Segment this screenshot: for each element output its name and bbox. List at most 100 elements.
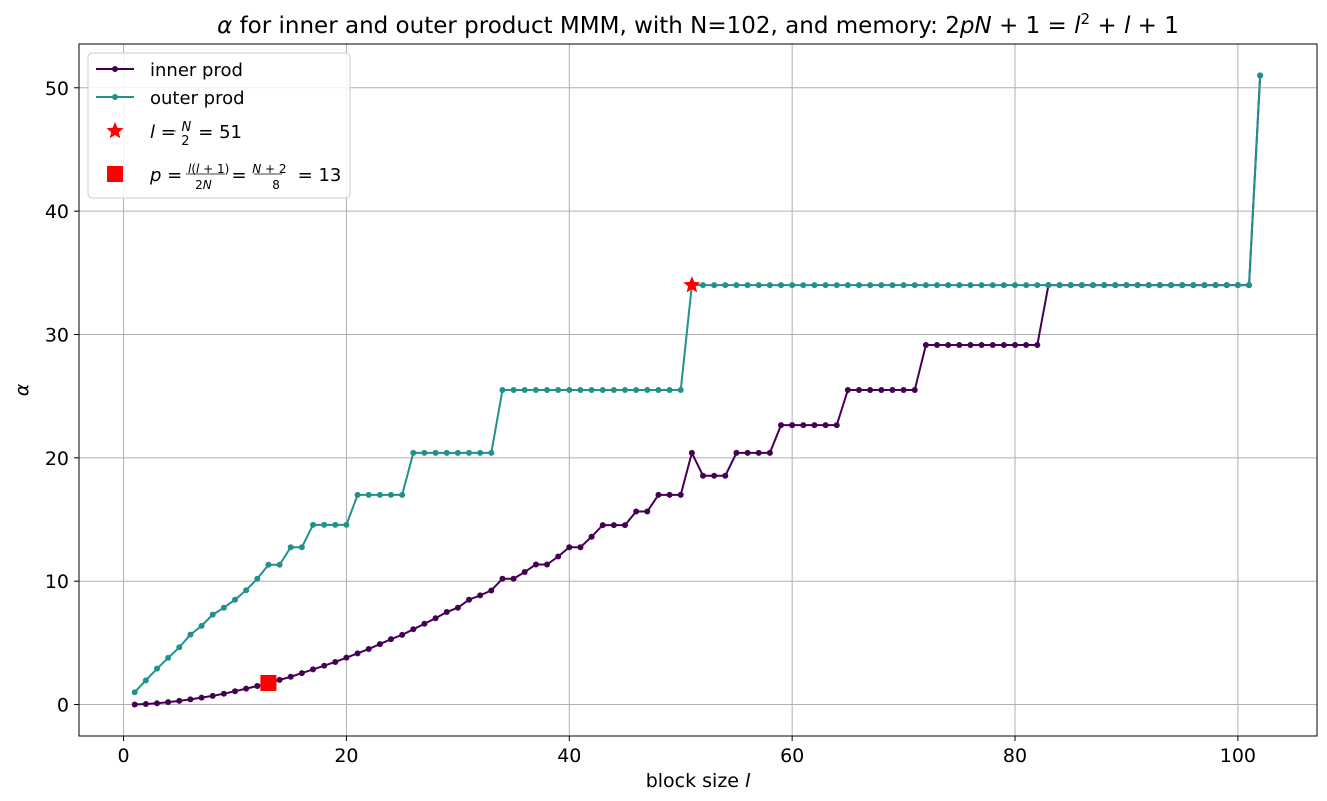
x-tick-label: 0 xyxy=(118,745,130,767)
data-point-inner-prod xyxy=(276,676,283,683)
data-point-inner-prod xyxy=(677,491,684,498)
data-point-outer-prod xyxy=(822,282,829,289)
data-point-outer-prod xyxy=(532,387,539,393)
data-point-outer-prod xyxy=(544,387,551,393)
data-point-outer-prod xyxy=(911,282,918,289)
data-point-outer-prod xyxy=(867,282,874,289)
data-point-outer-prod xyxy=(176,644,183,651)
data-point-inner-prod xyxy=(544,561,551,568)
data-point-outer-prod xyxy=(1012,282,1019,289)
data-point-outer-prod xyxy=(432,449,439,456)
data-point-outer-prod xyxy=(744,282,751,289)
legend-star-icon xyxy=(106,122,124,139)
data-point-inner-prod xyxy=(744,449,751,456)
data-point-inner-prod xyxy=(399,631,406,638)
data-point-inner-prod xyxy=(332,658,339,665)
data-point-inner-prod xyxy=(711,472,718,479)
y-tick-label: 30 xyxy=(45,324,69,346)
data-point-outer-prod xyxy=(510,387,517,393)
data-point-outer-prod xyxy=(1190,282,1197,289)
data-point-outer-prod xyxy=(922,282,929,289)
data-point-outer-prod xyxy=(1056,282,1063,289)
data-point-outer-prod xyxy=(243,587,250,594)
data-point-inner-prod xyxy=(566,544,573,551)
marker-layer xyxy=(260,276,701,691)
data-point-inner-prod xyxy=(588,533,595,540)
legend-box xyxy=(87,52,351,199)
data-point-outer-prod xyxy=(1257,72,1264,79)
data-point-outer-prod xyxy=(332,521,339,528)
data-point-outer-prod xyxy=(755,282,762,289)
data-point-inner-prod xyxy=(856,387,863,393)
data-point-inner-prod xyxy=(956,341,963,348)
data-point-outer-prod xyxy=(945,282,952,289)
data-point-outer-prod xyxy=(1023,282,1030,289)
x-axis-label: block size l xyxy=(646,770,751,792)
data-point-inner-prod xyxy=(599,522,606,529)
data-point-outer-prod xyxy=(1090,282,1097,289)
data-point-inner-prod xyxy=(343,654,350,661)
data-point-outer-prod xyxy=(644,387,651,393)
tick-layer: 0 20 40 60 80 100 0 10 20 30 40 50 xyxy=(45,78,1256,767)
data-point-inner-prod xyxy=(410,626,417,633)
data-point-outer-prod xyxy=(232,596,239,603)
series-outer-prod xyxy=(131,72,1264,696)
data-point-inner-prod xyxy=(287,673,294,680)
data-point-outer-prod xyxy=(1067,282,1074,289)
data-point-outer-prod xyxy=(365,491,372,498)
data-point-outer-prod xyxy=(376,491,383,498)
data-point-outer-prod xyxy=(276,561,283,568)
data-point-outer-prod xyxy=(1246,282,1253,289)
data-point-inner-prod xyxy=(766,449,773,456)
data-point-outer-prod xyxy=(1179,282,1186,289)
data-point-outer-prod xyxy=(1134,282,1141,289)
data-point-inner-prod xyxy=(666,491,673,498)
y-tick-label: 50 xyxy=(45,78,69,100)
data-point-outer-prod xyxy=(1123,282,1130,289)
data-point-outer-prod xyxy=(142,677,149,684)
data-point-outer-prod xyxy=(1101,282,1108,289)
legend-item-outer-prod: outer prod xyxy=(96,88,245,109)
data-point-inner-prod xyxy=(310,666,317,673)
data-point-inner-prod xyxy=(187,696,194,703)
data-point-outer-prod xyxy=(154,665,161,672)
data-point-inner-prod xyxy=(298,670,305,677)
data-point-outer-prod xyxy=(856,282,863,289)
series-layer xyxy=(131,72,1264,708)
data-point-outer-prod xyxy=(577,387,584,393)
data-point-inner-prod xyxy=(688,449,695,456)
data-point-outer-prod xyxy=(711,282,718,289)
data-point-inner-prod xyxy=(822,422,829,429)
data-point-inner-prod xyxy=(655,491,662,498)
chart-title: α for inner and outer product MMM, with … xyxy=(217,10,1179,39)
data-point-inner-prod xyxy=(365,646,372,653)
data-point-outer-prod xyxy=(388,491,395,498)
data-point-outer-prod xyxy=(477,449,484,456)
data-point-inner-prod xyxy=(154,700,161,707)
data-point-outer-prod xyxy=(599,387,606,393)
data-point-inner-prod xyxy=(755,449,762,456)
data-point-outer-prod xyxy=(789,282,796,289)
data-point-inner-prod xyxy=(700,472,707,479)
data-point-inner-prod xyxy=(499,575,506,582)
data-point-outer-prod xyxy=(889,282,896,289)
data-point-inner-prod xyxy=(176,697,183,704)
data-point-outer-prod xyxy=(1234,282,1241,289)
data-point-outer-prod xyxy=(131,689,138,696)
data-point-inner-prod xyxy=(811,422,818,429)
data-point-inner-prod xyxy=(488,587,495,594)
data-point-outer-prod xyxy=(354,491,361,498)
y-tick-label: 10 xyxy=(45,571,69,593)
data-point-outer-prod xyxy=(610,387,617,393)
data-point-outer-prod xyxy=(410,449,417,456)
data-point-outer-prod xyxy=(165,654,172,661)
data-point-inner-prod xyxy=(321,662,328,669)
data-point-inner-prod xyxy=(633,508,640,515)
data-point-outer-prod xyxy=(287,544,294,551)
data-point-inner-prod xyxy=(466,596,473,603)
